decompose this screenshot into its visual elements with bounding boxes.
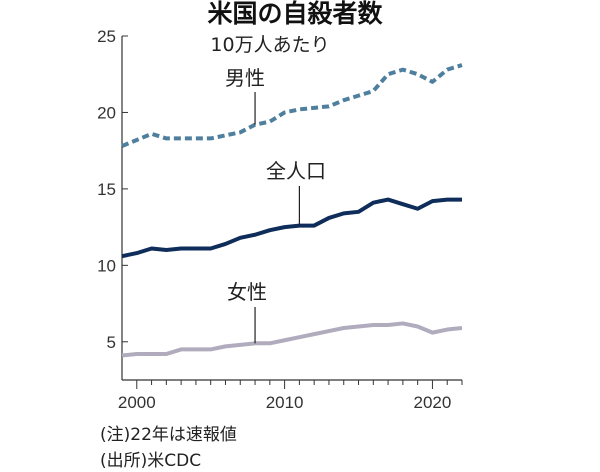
note-source: (出所)米CDC: [100, 451, 201, 471]
series-layer: [121, 63, 463, 358]
y-tick-label: 10: [97, 256, 116, 275]
y-tick-label: 5: [107, 333, 116, 352]
x-tick-label: 2010: [266, 393, 304, 412]
x-tick-label: 2020: [414, 393, 452, 412]
series-label: 全人口: [266, 159, 326, 183]
y-tick-label: 25: [97, 27, 116, 46]
series-label: 男性: [225, 66, 265, 90]
y-tick-label: 15: [97, 180, 116, 199]
x-tick-label: 2000: [118, 393, 156, 412]
y-tick-label: 20: [97, 103, 116, 122]
series-line: [121, 197, 462, 259]
series-label: 女性: [227, 280, 267, 304]
chart-title: 米国の自殺者数: [207, 0, 383, 28]
axes: 5 10 15 20 25 2000 2010 2020: [97, 27, 463, 412]
series-line: [121, 63, 463, 148]
chart-subtitle: 10万人あたり: [210, 34, 329, 56]
series-line: [121, 321, 463, 358]
note-preliminary: (注)22年は速報値: [100, 425, 237, 445]
